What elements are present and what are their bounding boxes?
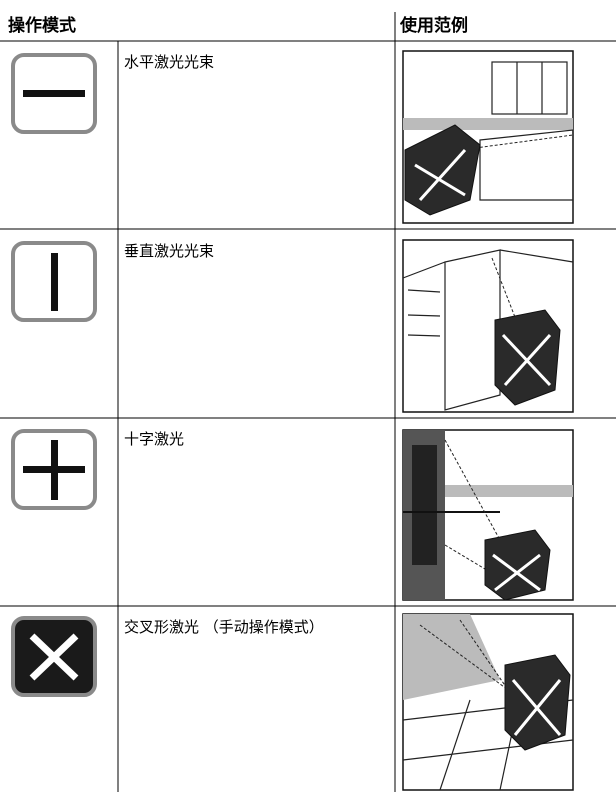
- mode-description: 水平激光光束: [124, 53, 214, 71]
- mode-description: 交叉形激光 （手动操作模式）: [124, 618, 324, 636]
- example-illustration: [402, 50, 574, 224]
- example-illustration: [402, 429, 574, 601]
- icon-cross: [29, 633, 79, 681]
- column-header: 使用范例: [399, 15, 468, 36]
- example-illustration: [402, 239, 574, 413]
- mode-description: 垂直激光光束: [124, 242, 214, 260]
- mode-description: 十字激光: [124, 430, 184, 448]
- icon-line: [51, 253, 58, 311]
- icon-line: [23, 466, 85, 473]
- example-illustration: [402, 613, 574, 791]
- column-header: 操作模式: [8, 15, 76, 36]
- icon-line: [23, 90, 85, 97]
